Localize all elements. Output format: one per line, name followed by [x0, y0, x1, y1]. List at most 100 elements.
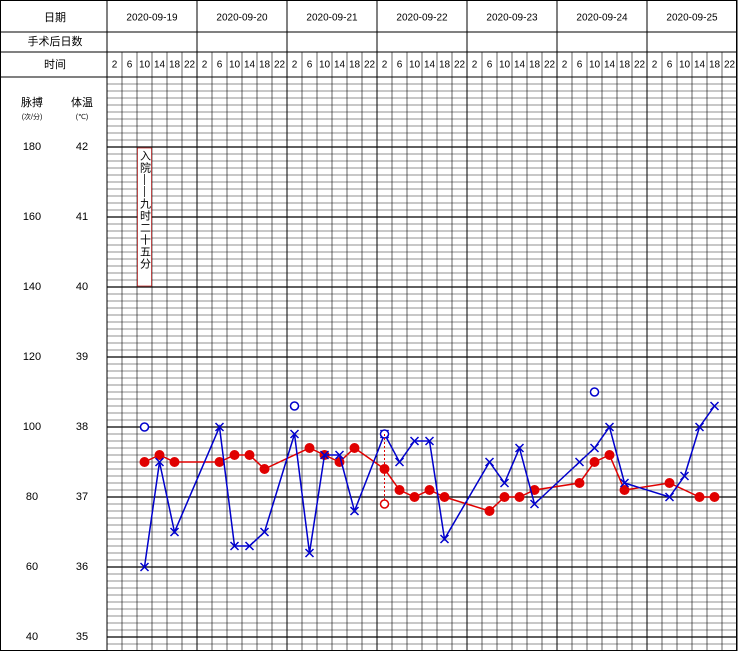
date: 2020-09-22 — [396, 13, 448, 24]
temp-ring — [589, 387, 600, 397]
time: 22 — [544, 60, 556, 71]
time: 10 — [679, 60, 691, 71]
pulse-dot — [604, 450, 615, 460]
time: 10 — [319, 60, 331, 71]
time: 22 — [634, 60, 646, 71]
time: 18 — [259, 60, 271, 71]
pulse-dot — [514, 492, 525, 502]
time: 14 — [514, 60, 526, 71]
temp-ring — [289, 401, 300, 411]
pulse-dot — [259, 464, 270, 474]
temp-label: 体温 — [71, 95, 93, 109]
temp-cross — [154, 457, 165, 467]
pulse-tick: 60 — [26, 561, 38, 573]
time: 22 — [454, 60, 466, 71]
time: 6 — [127, 60, 133, 71]
temp-tick: 35 — [76, 631, 88, 643]
pulse-tick: 80 — [26, 491, 38, 503]
temp-ring — [139, 422, 150, 432]
time: 10 — [409, 60, 421, 71]
pulse-unit: (次/分) — [22, 112, 43, 121]
time: 14 — [334, 60, 346, 71]
time: 2 — [562, 60, 568, 71]
date: 2020-09-25 — [666, 13, 718, 24]
temp-cross — [319, 450, 330, 460]
pulse-dot — [169, 457, 180, 467]
time: 6 — [667, 60, 673, 71]
date-label: 日期 — [44, 11, 66, 24]
pulse-tick: 40 — [26, 631, 38, 643]
pulse-dot — [499, 492, 510, 502]
time: 18 — [619, 60, 631, 71]
pulse-tick: 100 — [23, 421, 41, 433]
pulse-dot — [379, 464, 390, 474]
pulse-dot — [304, 443, 315, 453]
time: 6 — [487, 60, 493, 71]
temp-cross — [574, 457, 585, 467]
pulse-dot — [229, 450, 240, 460]
time: 14 — [604, 60, 616, 71]
time: 22 — [274, 60, 286, 71]
time: 6 — [397, 60, 403, 71]
temp-cross — [289, 429, 300, 439]
pulse-label: 脉搏 — [21, 95, 43, 109]
pulse-dot — [244, 450, 255, 460]
time: 22 — [184, 60, 196, 71]
pulse-dot — [709, 492, 720, 502]
time: 14 — [424, 60, 436, 71]
temp-tick: 42 — [76, 141, 88, 153]
date: 2020-09-24 — [576, 13, 628, 24]
time: 10 — [499, 60, 511, 71]
time: 6 — [307, 60, 313, 71]
date: 2020-09-20 — [216, 13, 268, 24]
time: 18 — [169, 60, 181, 71]
temp-cross — [499, 478, 510, 488]
temp-cross — [394, 457, 405, 467]
pulse-dot — [589, 457, 600, 467]
pulse-dot — [349, 443, 360, 453]
time: 2 — [202, 60, 208, 71]
temp-cross — [709, 401, 720, 411]
pulse-dot — [214, 457, 225, 467]
time: 22 — [724, 60, 736, 71]
temp-cross — [589, 443, 600, 453]
temp-cross — [349, 506, 360, 516]
time: 2 — [472, 60, 478, 71]
temp-cross — [169, 527, 180, 537]
temp-cross — [139, 562, 150, 572]
time: 10 — [229, 60, 241, 71]
temp-cross — [334, 450, 345, 460]
time: 18 — [439, 60, 451, 71]
time: 6 — [217, 60, 223, 71]
temp-cross — [694, 422, 705, 432]
time: 14 — [694, 60, 706, 71]
pulse-tick: 120 — [23, 351, 41, 363]
temp-ring — [379, 499, 390, 509]
pulse-dot — [694, 492, 705, 502]
temp-cross — [484, 457, 495, 467]
time: 2 — [112, 60, 118, 71]
time-label: 时间 — [44, 58, 66, 71]
pulse-tick: 160 — [23, 211, 41, 223]
temp-cross — [529, 499, 540, 509]
time: 2 — [382, 60, 388, 71]
time: 18 — [529, 60, 541, 71]
date: 2020-09-21 — [306, 13, 358, 24]
postop-label: 手术后日数 — [28, 34, 83, 48]
temp-tick: 41 — [76, 211, 88, 223]
pulse-dot — [439, 492, 450, 502]
temp-cross — [259, 527, 270, 537]
time: 2 — [292, 60, 298, 71]
time: 10 — [589, 60, 601, 71]
temp-cross — [619, 478, 630, 488]
pulse-tick: 140 — [23, 281, 41, 293]
pulse-dot — [394, 485, 405, 495]
temp-tick: 40 — [76, 281, 88, 293]
temp-tick: 36 — [76, 561, 88, 573]
pulse-dot — [574, 478, 585, 488]
temp-cross — [514, 443, 525, 453]
temp-cross — [214, 422, 225, 432]
pulse-dot — [424, 485, 435, 495]
